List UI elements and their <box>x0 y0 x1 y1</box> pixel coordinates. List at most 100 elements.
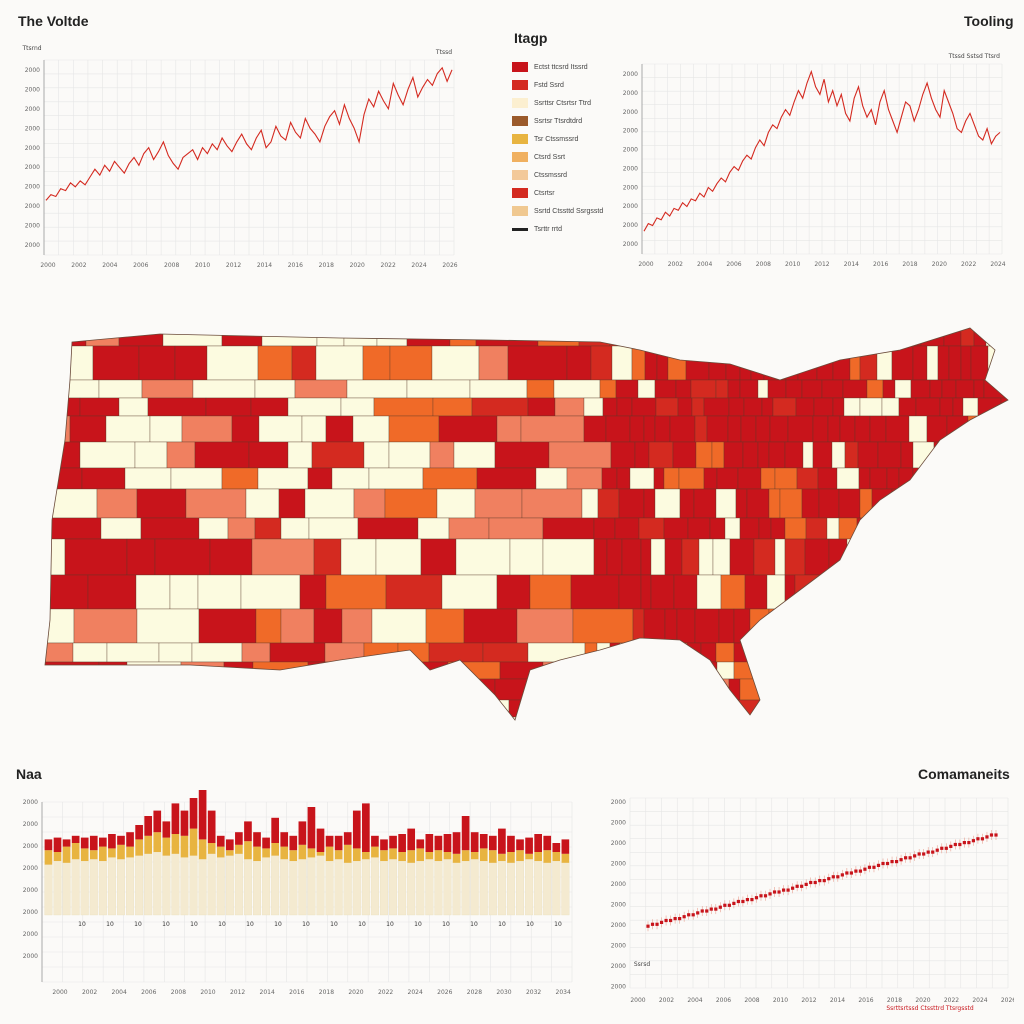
county <box>740 415 757 443</box>
bar-segment <box>488 862 497 916</box>
scatter-point <box>727 903 731 907</box>
county <box>941 661 967 680</box>
county <box>794 574 820 610</box>
county <box>388 441 431 469</box>
x-tick-label: 2020 <box>348 989 363 996</box>
county <box>399 716 438 720</box>
y-tick-label: 2000 <box>25 223 40 230</box>
scatter-point <box>696 911 700 915</box>
county <box>566 467 603 490</box>
county <box>950 642 970 663</box>
bar-segment <box>99 846 107 861</box>
county <box>905 642 920 663</box>
county <box>1001 699 1008 718</box>
county <box>945 678 958 701</box>
county <box>962 397 979 417</box>
scatter-point <box>944 846 948 850</box>
county <box>64 699 126 718</box>
bar-segment <box>280 859 289 916</box>
county <box>883 538 903 576</box>
scatter-point <box>867 865 872 869</box>
county <box>706 415 729 443</box>
county <box>463 608 518 644</box>
bar-segment <box>370 857 379 916</box>
bar-segment <box>44 839 53 851</box>
county <box>953 441 965 469</box>
county <box>859 345 878 381</box>
county <box>938 517 956 540</box>
county <box>618 574 642 610</box>
county <box>593 538 608 576</box>
county <box>698 538 714 576</box>
scatter-point <box>759 894 763 898</box>
county <box>829 574 850 610</box>
county <box>657 678 675 701</box>
county <box>857 441 879 469</box>
bar-segment <box>380 860 388 916</box>
county <box>858 467 871 490</box>
county <box>894 379 912 399</box>
county <box>291 345 317 381</box>
county <box>769 716 795 720</box>
county <box>384 488 438 519</box>
bar-segment <box>53 837 62 852</box>
county <box>566 345 592 381</box>
x-tick-label: 2022 <box>378 989 393 996</box>
county <box>926 415 948 443</box>
county <box>299 574 327 610</box>
bar-segment <box>298 821 307 845</box>
county <box>676 699 688 718</box>
bar-segment <box>352 810 361 849</box>
bar-segment <box>271 817 279 843</box>
bar-segment <box>126 857 135 916</box>
county <box>818 488 840 519</box>
bar-segment <box>298 844 307 860</box>
bar-tick-label: 10 <box>498 921 506 928</box>
bar-segment <box>298 859 307 916</box>
county <box>739 678 765 701</box>
county <box>650 574 675 610</box>
county <box>45 699 66 718</box>
x-tick-label: 2000 <box>630 997 645 1004</box>
county <box>963 441 979 469</box>
bar-segment <box>479 834 488 849</box>
x-tick-label: 2014 <box>257 262 272 269</box>
county <box>162 328 223 347</box>
legend-swatch <box>512 188 528 198</box>
county <box>912 441 935 469</box>
county <box>868 574 895 610</box>
county <box>388 415 440 443</box>
county <box>1012 609 1015 643</box>
county <box>542 699 601 718</box>
bar-segment <box>362 852 370 860</box>
county <box>975 716 999 720</box>
x-tick-label: 2024 <box>411 262 426 269</box>
county <box>641 328 668 347</box>
county <box>1004 379 1008 399</box>
county <box>942 538 957 576</box>
county <box>154 538 211 576</box>
county <box>64 538 128 576</box>
county <box>626 661 650 680</box>
county <box>554 397 585 417</box>
county <box>866 661 879 680</box>
bar-segment <box>216 835 225 847</box>
county <box>917 574 932 610</box>
scatter-point <box>745 898 750 902</box>
county <box>996 488 1008 519</box>
bar-segment <box>117 859 125 916</box>
scatter-point <box>863 867 867 871</box>
county <box>475 328 539 347</box>
x-tick-label: 2008 <box>171 989 186 996</box>
county <box>943 328 962 347</box>
county <box>984 517 998 540</box>
x-tick-label: 2006 <box>133 262 148 269</box>
county <box>774 538 786 576</box>
chart-title-bottom-left: Naa <box>16 766 42 782</box>
county <box>828 538 848 576</box>
x-tick-label: 2000 <box>40 262 55 269</box>
legend-swatch <box>512 170 528 180</box>
scatter-point <box>985 835 989 839</box>
county <box>754 716 771 720</box>
bar-segment <box>507 835 515 852</box>
